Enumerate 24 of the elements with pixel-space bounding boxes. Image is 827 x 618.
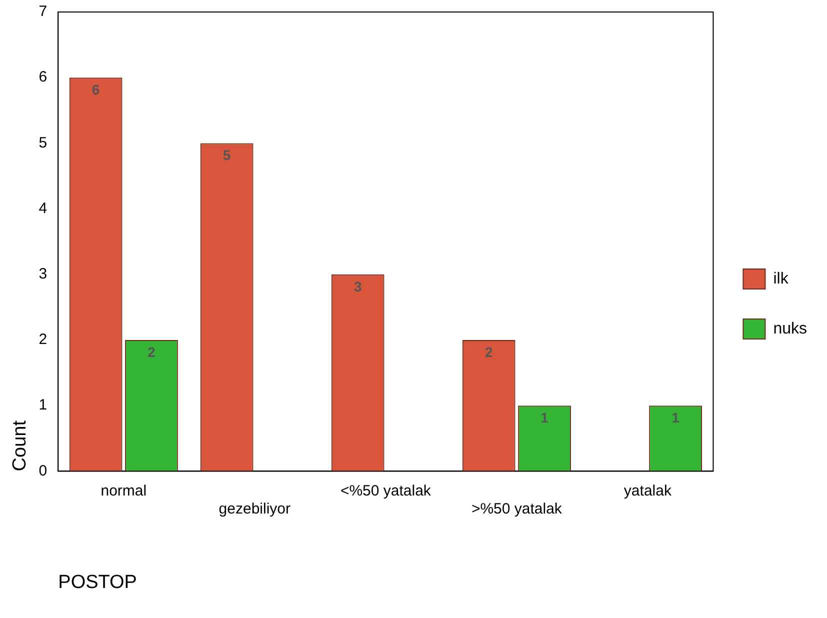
legend-label: nuks [773,320,807,338]
data-label: 6 [92,81,100,98]
data-label: 5 [222,147,231,164]
y-axis-title: Count [10,420,31,472]
y-tick-label: 2 [38,331,48,348]
data-label: 2 [484,344,493,360]
x-tick-label: >%50 yatalak [471,500,562,518]
x-tick-label: <%50 yatalak [340,482,432,500]
x-tick-label: gezebiliyor [218,500,291,518]
y-tick-label: 4 [38,200,48,217]
data-label: 3 [354,278,362,294]
data-label: 2 [148,344,156,360]
legend-label: ilk [773,270,790,288]
x-axis-title: POSTOP [58,572,137,593]
y-tick-label: 0 [38,462,48,480]
y-tick-label: 1 [38,396,48,414]
y-tick-label: 6 [38,68,48,86]
data-label: 1 [540,409,549,426]
x-tick-label: yatalak [624,482,672,500]
y-tick-label: 3 [38,266,48,283]
x-tick-label: normal [100,482,147,500]
data-label: 1 [672,409,680,426]
y-tick-label: 5 [38,134,48,152]
y-tick-label: 7 [38,3,48,20]
